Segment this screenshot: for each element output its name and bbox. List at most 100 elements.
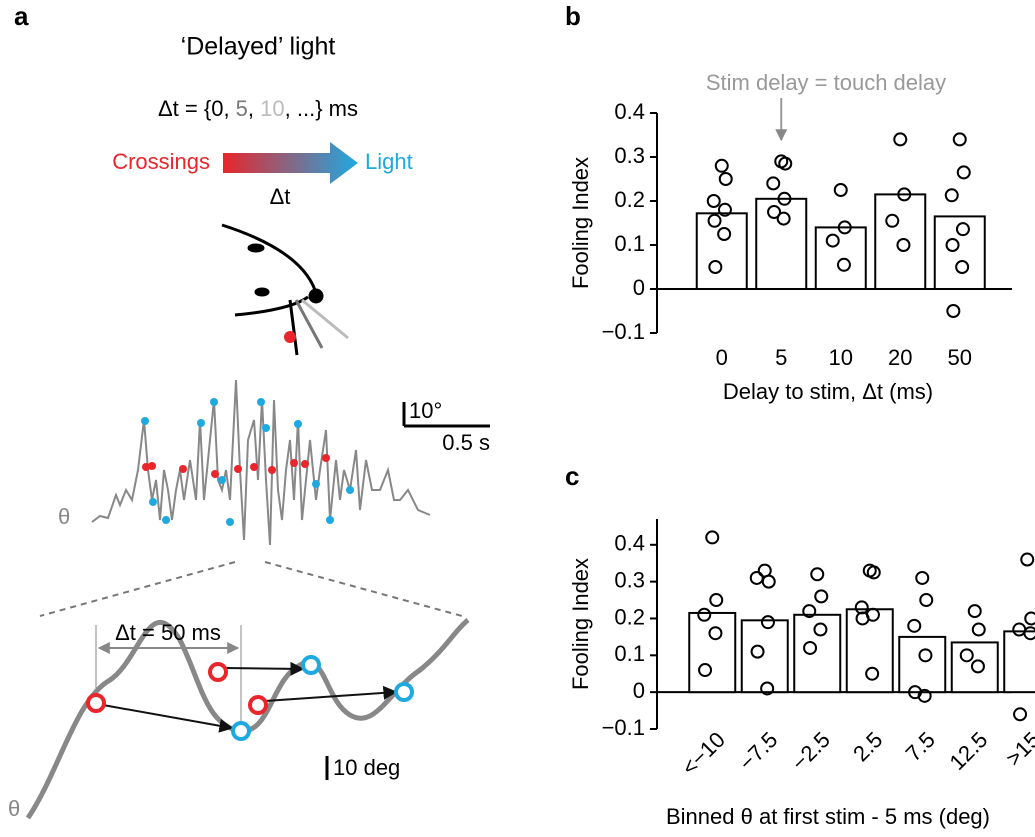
data-point [777,191,792,206]
data-point [802,604,817,619]
data-point [945,238,960,252]
x-tick-label: >15 [1001,727,1035,771]
data-point [893,132,908,147]
data-point [1013,707,1028,722]
x-tick-label: 7.5 [901,727,940,766]
x-tick-label: 0 [716,345,728,370]
data-point [760,615,775,630]
bar [950,641,999,694]
data-point [813,622,828,637]
y-axis-label: Fooling Index [568,558,593,690]
panel-letter: b [565,1,581,31]
data-point [1024,611,1035,626]
data-point [897,187,912,202]
data-point [836,257,851,272]
data-point [917,688,932,703]
data-point [708,626,723,641]
x-tick-label: 20 [888,345,912,370]
y-tick-label: 0.1 [614,231,645,256]
data-point [776,211,791,226]
x-axis-label: Binned θ at first stim - 5 ms (deg) [666,804,990,829]
data-point [866,565,881,580]
bar [740,619,789,694]
theta-label: θ [8,796,20,821]
delay-part: , ...} ms [285,96,358,121]
data-point [749,570,764,585]
y-tick-label: 0.2 [614,604,645,629]
data-point [750,644,765,659]
data-point [907,618,922,633]
data-point [717,227,732,241]
data-point [778,156,793,171]
y-tick-label: 0 [633,678,645,703]
y-tick-label: 0.1 [614,641,645,666]
y-tick-label: 0.3 [614,143,645,168]
zoom-line [264,561,463,617]
scale-label: 0.5 s [442,430,490,455]
interval-label: Δt = 50 ms [115,620,221,645]
x-tick-label: 5 [775,345,787,370]
data-point [959,648,974,663]
x-tick-label: 2.5 [848,727,887,766]
data-point [717,202,732,217]
data-point [833,183,848,197]
delay-part: Δt = {0, [158,96,236,121]
delay-list: Δt = {0, 5, 10, ...} ms [158,96,358,121]
bar [1003,630,1035,694]
data-point [865,666,880,681]
data-point [944,188,959,203]
panel-letter: a [14,1,29,31]
data-point [837,220,852,235]
scale-label: 10 deg [333,755,400,780]
data-point [707,213,722,228]
x-tick-label: 10 [829,345,853,370]
data-point [967,604,982,619]
data-point [919,593,934,608]
delay-part: 10 [260,96,284,121]
bar [933,215,986,290]
data-point [706,194,721,208]
data-point [955,260,970,274]
bar [688,611,737,694]
data-point [718,172,733,186]
panel-title: ‘Delayed’ light [181,33,336,61]
arrow-label: Δt [270,184,291,209]
bar [814,226,867,290]
data-point [952,132,967,147]
panel-letter: c [565,461,579,491]
light-label: Light [365,149,413,174]
data-point [885,213,900,228]
data-point [705,530,720,545]
data-point [1023,626,1035,641]
data-point [915,570,930,585]
data-point [896,238,911,252]
data-point [825,233,840,248]
x-tick-label: 12.5 [944,727,992,775]
data-point [946,304,961,318]
delay-arrow [223,142,358,184]
y-tick-label: −0.1 [602,319,645,344]
x-tick-label: −2.5 [787,727,835,775]
data-point [970,659,985,674]
delay-part: 5 [236,96,248,121]
zoom-trace [25,618,470,820]
annotation: Stim delay = touch delay [706,70,946,95]
data-point [918,648,933,663]
y-tick-label: −0.1 [602,715,645,740]
bar [874,193,927,290]
data-point [698,663,713,678]
data-point [708,260,723,274]
data-point [814,589,829,604]
x-tick-label: −7.5 [734,727,782,775]
data-point [803,640,818,655]
data-point [760,681,775,696]
crossings-label: Crossings [112,149,210,174]
theta-label: θ [58,504,70,529]
bar [793,613,842,694]
x-axis-label: Delay to stim, Δt (ms) [723,379,933,404]
mouse-drawing [221,223,349,356]
data-point [697,607,712,622]
data-point [955,222,970,237]
x-tick-label: <−10 [677,727,730,780]
